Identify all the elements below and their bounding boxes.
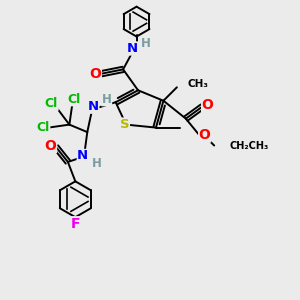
Text: H: H bbox=[141, 37, 151, 50]
Text: O: O bbox=[202, 98, 214, 112]
Text: Cl: Cl bbox=[37, 121, 50, 134]
Text: CH₂CH₃: CH₂CH₃ bbox=[229, 140, 268, 151]
Text: F: F bbox=[70, 217, 80, 231]
Text: O: O bbox=[199, 128, 211, 142]
Text: N: N bbox=[127, 42, 138, 55]
Text: O: O bbox=[45, 139, 56, 152]
Text: H: H bbox=[92, 157, 102, 170]
Text: N: N bbox=[77, 149, 88, 163]
Text: N: N bbox=[88, 100, 99, 113]
Text: Cl: Cl bbox=[67, 93, 80, 106]
Text: Cl: Cl bbox=[45, 97, 58, 110]
Text: S: S bbox=[120, 118, 129, 131]
Text: H: H bbox=[102, 93, 112, 106]
Text: O: O bbox=[89, 67, 101, 81]
Text: CH₃: CH₃ bbox=[187, 79, 208, 89]
